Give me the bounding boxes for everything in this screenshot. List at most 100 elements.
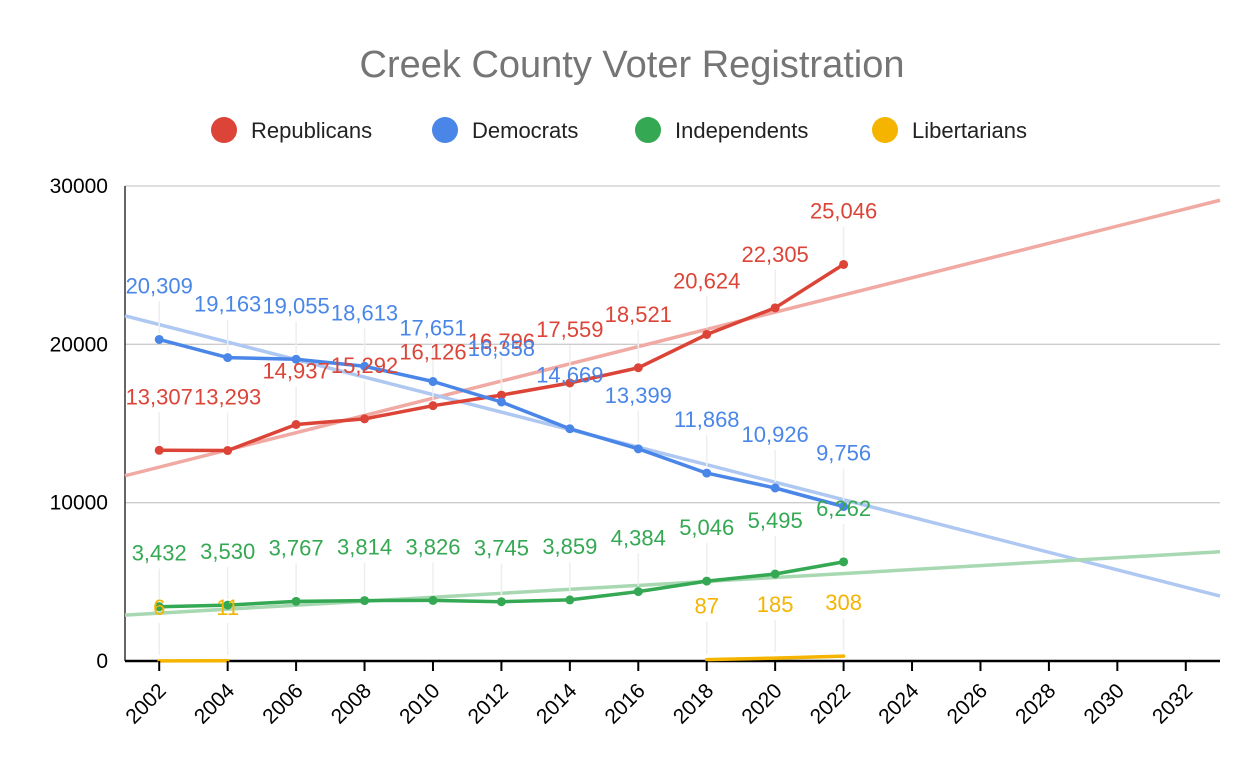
data-label-democrats-2012: 16,358 [468, 336, 535, 361]
data-label-democrats-2006: 19,055 [262, 293, 329, 318]
trendline-independents [124, 550, 1221, 617]
data-label-republicans-2002: 13,307 [126, 384, 193, 409]
data-label-democrats-2014: 14,669 [536, 363, 603, 388]
data-label-libertarians-2002: 6 [153, 595, 165, 620]
point-democrats-2008 [360, 361, 370, 371]
point-independents-2020 [770, 569, 780, 579]
data-label-democrats-2002: 20,309 [126, 273, 193, 298]
legend-item-democrats: Democrats [432, 117, 578, 143]
data-label-independents-2008: 3,814 [337, 535, 392, 560]
point-democrats-2010 [428, 377, 438, 387]
point-independents-2022 [839, 557, 849, 567]
grid-lines [125, 185, 1220, 504]
point-republicans-2006 [291, 419, 301, 429]
trendline-republicans [124, 198, 1221, 478]
point-republicans-2008 [360, 414, 370, 424]
data-label-libertarians-2020: 185 [757, 592, 794, 617]
trendlines [124, 198, 1221, 617]
legend-item-independents: Independents [635, 117, 808, 143]
data-label-republicans-2022: 25,046 [810, 198, 877, 223]
point-republicans-2012 [496, 390, 506, 400]
x-tick-2024: 2024 [874, 679, 924, 729]
data-label-republicans-2018: 20,624 [673, 268, 740, 293]
data-label-independents-2020: 5,495 [748, 508, 803, 533]
x-axis-ticks: 2002 2004 2006 2008 2010 2012 2014 2016 2018 2020… [121, 661, 1197, 729]
point-independents-2018 [702, 576, 712, 586]
legend-label-democrats: Democrats [472, 118, 578, 143]
point-republicans-2016 [633, 363, 643, 373]
point-republicans-2014 [565, 378, 575, 388]
data-label-democrats-2016: 13,399 [605, 383, 672, 408]
series-points [154, 259, 849, 612]
x-tick-2012: 2012 [464, 679, 513, 728]
y-axis-ticks: 0 10000 20000 30000 [50, 175, 108, 673]
x-tick-2008: 2008 [327, 679, 376, 728]
legend-marker-libertarians [872, 117, 898, 143]
point-republicans-2020 [770, 303, 780, 313]
data-label-libertarians-2022: 308 [825, 590, 862, 615]
point-independents-2004 [223, 600, 233, 610]
point-democrats-2022 [839, 502, 849, 512]
data-label-republicans-2008: 15,292 [331, 353, 398, 378]
data-label-democrats-2004: 19,163 [194, 292, 261, 317]
x-tick-2016: 2016 [601, 679, 650, 728]
data-label-democrats-2020: 10,926 [742, 422, 809, 447]
point-republicans-2004 [223, 446, 233, 456]
data-label-republicans-2006: 14,937 [262, 358, 329, 383]
y-tick-20000: 20000 [50, 333, 108, 356]
point-democrats-2020 [770, 483, 780, 493]
point-republicans-2018 [702, 329, 712, 339]
x-tick-2010: 2010 [395, 679, 444, 728]
legend-item-libertarians: Libertarians [872, 117, 1027, 143]
x-tick-2020: 2020 [737, 679, 786, 728]
point-independents-2012 [496, 597, 506, 607]
x-tick-2004: 2004 [190, 679, 240, 729]
data-label-independents-2006: 3,767 [269, 535, 324, 560]
x-tick-2030: 2030 [1080, 679, 1129, 728]
data-label-independents-2022: 6,262 [816, 496, 871, 521]
point-democrats-2006 [291, 354, 301, 364]
data-label-independents-2014: 3,859 [542, 534, 597, 559]
point-democrats-2016 [633, 444, 643, 454]
data-label-independents-2010: 3,826 [405, 534, 460, 559]
y-tick-10000: 10000 [50, 492, 108, 515]
point-democrats-2012 [496, 397, 506, 407]
point-independents-2008 [360, 596, 370, 606]
data-label-republicans-2020: 22,305 [742, 242, 809, 267]
point-republicans-2002 [154, 445, 164, 455]
x-tick-2006: 2006 [258, 679, 307, 728]
chart-legend: Republicans Democrats Independents Libertar… [211, 117, 1027, 143]
y-tick-30000: 30000 [50, 175, 108, 198]
x-tick-2022: 2022 [806, 679, 855, 728]
data-label-republicans-2012: 16,796 [468, 329, 535, 354]
data-label-democrats-2010: 17,651 [399, 316, 466, 341]
data-label-democrats-2018: 11,868 [674, 407, 740, 432]
legend-marker-independents [635, 117, 661, 143]
data-label-independents-2004: 3,530 [200, 539, 255, 564]
data-label-republicans-2016: 18,521 [605, 302, 672, 327]
legend-label-libertarians: Libertarians [912, 118, 1027, 143]
data-label-libertarians-2018: 87 [694, 594, 718, 619]
point-republicans-2022 [839, 259, 849, 269]
trendline-democrats [124, 314, 1221, 598]
data-label-republicans-2010: 16,126 [399, 340, 466, 365]
point-democrats-2018 [702, 468, 712, 478]
legend-label-republicans: Republicans [251, 118, 372, 143]
x-tick-2002: 2002 [121, 679, 170, 728]
point-independents-2016 [633, 587, 643, 597]
legend-marker-republicans [211, 117, 237, 143]
legend-label-independents: Independents [675, 118, 808, 143]
legend-item-republicans: Republicans [211, 117, 372, 143]
series-line-libertarians-2 [704, 654, 846, 662]
data-label-republicans-2014: 17,559 [536, 317, 603, 342]
data-label-republicans-2004: 13,293 [194, 385, 261, 410]
y-tick-0: 0 [96, 650, 108, 673]
x-tick-2014: 2014 [532, 679, 582, 729]
data-label-independents-2018: 5,046 [679, 515, 734, 540]
data-label-independents-2016: 4,384 [611, 526, 666, 551]
point-democrats-2004 [223, 353, 233, 363]
point-independents-2010 [428, 595, 438, 605]
data-label-libertarians-2004: 11 [216, 595, 239, 620]
